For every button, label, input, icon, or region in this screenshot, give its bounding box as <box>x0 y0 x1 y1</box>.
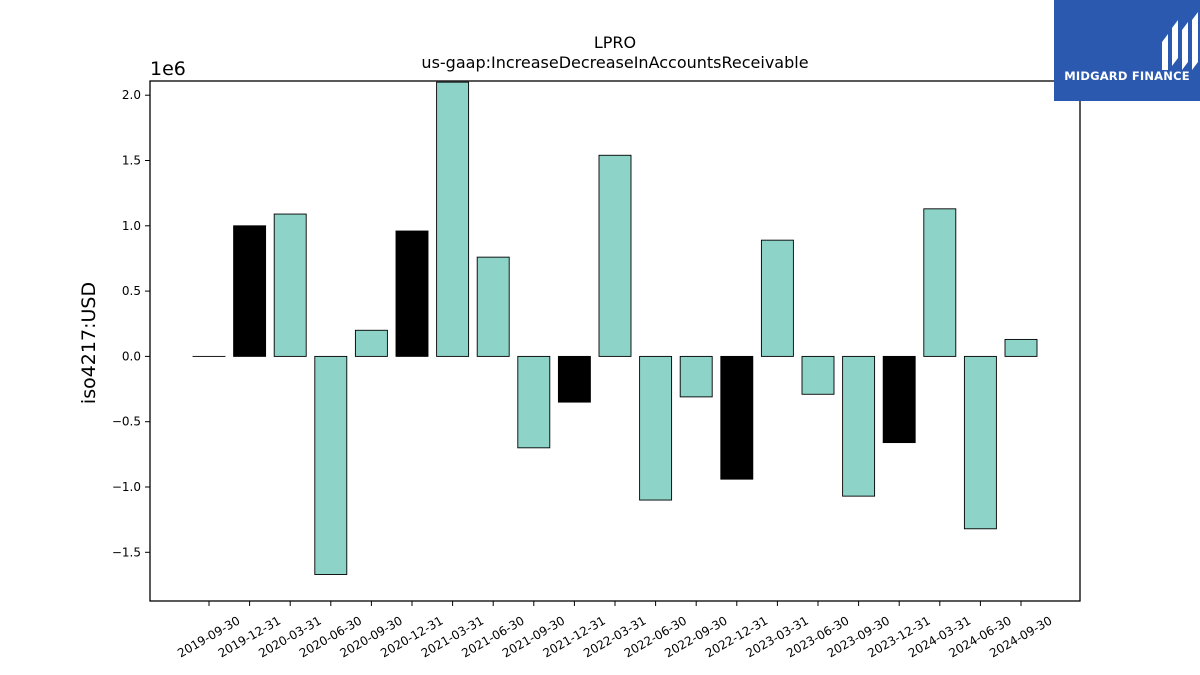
y-tick-label: 2.0 <box>122 88 141 102</box>
chart-subtitle: us-gaap:IncreaseDecreaseInAccountsReceiv… <box>421 53 808 72</box>
y-tick-label: −1.5 <box>112 545 141 559</box>
bar-2022-12-31 <box>720 355 754 480</box>
x-axis: 2019-09-302019-12-312020-03-312020-06-30… <box>175 601 1055 660</box>
bar-2021-06-30 <box>476 256 510 357</box>
bar-2020-12-31 <box>395 230 429 357</box>
chart-title: LPRO <box>594 33 636 52</box>
bar-2021-09-30 <box>517 355 551 449</box>
bar-2023-03-31 <box>760 239 794 357</box>
bar-2022-09-30 <box>679 355 713 398</box>
y-scale-label: 1e6 <box>150 58 186 80</box>
y-tick-label: 0.5 <box>122 284 141 298</box>
bar-2024-03-31 <box>923 208 957 357</box>
plot-frame <box>149 80 1081 602</box>
y-tick-label: −0.5 <box>112 415 141 429</box>
bar-2019-12-31 <box>233 225 267 357</box>
bar-2024-09-30 <box>1004 338 1038 357</box>
bar-2023-09-30 <box>842 355 876 497</box>
bar-2022-03-31 <box>598 154 632 357</box>
bar-2023-12-31 <box>882 355 916 444</box>
y-axis: −1.5 −1.0 −0.5 0.0 0.5 1.0 1.5 2.0 <box>112 88 150 559</box>
bar-2020-09-30 <box>354 329 388 357</box>
y-tick-label: 1.0 <box>122 219 141 233</box>
bar-2021-03-31 <box>436 81 470 357</box>
bars-group <box>192 81 1038 575</box>
bar-2021-12-31 <box>557 355 591 403</box>
bar-2023-06-30 <box>801 355 835 395</box>
y-tick-label: 0.0 <box>122 349 141 363</box>
y-tick-label: 1.5 <box>122 154 141 168</box>
logo-mark-icon <box>1162 12 1198 70</box>
bar-2022-06-30 <box>639 355 673 501</box>
logo-text: MIDGARD FINANCE <box>1064 69 1190 83</box>
y-axis-label: iso4217:USD <box>78 282 100 404</box>
midgard-finance-logo: MIDGARD FINANCE <box>1054 0 1200 101</box>
bar-2024-06-30 <box>963 355 997 530</box>
bar-2020-06-30 <box>314 355 348 575</box>
bar-2020-03-31 <box>273 213 307 357</box>
y-tick-label: −1.0 <box>112 480 141 494</box>
